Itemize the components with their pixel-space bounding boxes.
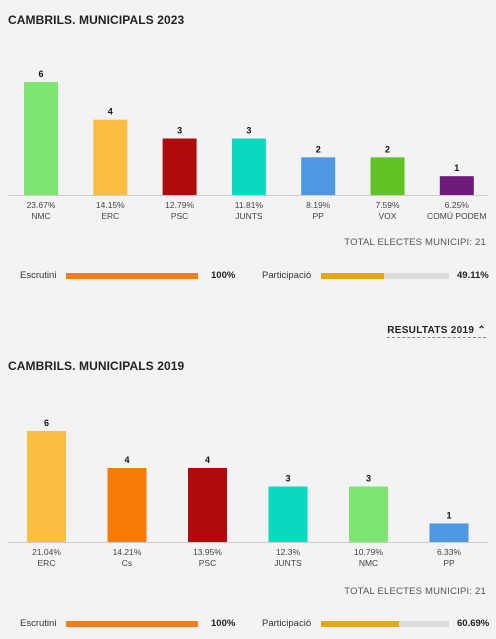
bar-category-label: VOX xyxy=(379,211,397,221)
participacio-progress-fill xyxy=(321,273,384,279)
bar-value-label: 2 xyxy=(385,144,390,154)
bar-vox xyxy=(370,157,405,195)
bar-comú-podem xyxy=(439,176,474,195)
escrutini-progress-bar xyxy=(66,273,198,279)
bar-category-label: JUNTS xyxy=(274,558,302,568)
bar-percentage-label: 21.04% xyxy=(32,547,61,557)
toggle-label: RESULTATS 2019 xyxy=(387,325,475,336)
total-seats-2019: TOTAL ELECTES MUNICIPI: 21 xyxy=(344,586,486,597)
participacio-progress-bar xyxy=(321,273,449,279)
bar-value-label: 6 xyxy=(44,418,49,428)
bar-category-label: NMC xyxy=(31,211,50,221)
participacio-progress-fill xyxy=(321,621,399,627)
bar-value-label: 2 xyxy=(316,144,321,154)
bar-chart-2023: 6 23.67%NMC 4 14.15%ERC 3 12.79%PSC 3 11.81%JUN… xyxy=(8,69,488,221)
bar-category-label: PSC xyxy=(199,558,216,568)
participacio-value: 49.11% xyxy=(457,270,489,281)
bar-category-label: COMÚ PODEM xyxy=(427,211,487,221)
bar-category-label: PSC xyxy=(171,211,188,221)
bar-percentage-label: 10.79% xyxy=(354,547,383,557)
bar-percentage-label: 11.81% xyxy=(235,200,264,210)
bar-percentage-label: 7.59% xyxy=(375,200,400,210)
bar-chart-2019: 6 21.04%ERC 4 14.21%Cs 4 13.95%PSC 3 12.3%JUNTS… xyxy=(8,418,488,568)
stats-row-2019: Escrutini 100% Participació 60.69% xyxy=(0,617,496,631)
bar-percentage-label: 13.95% xyxy=(193,547,222,557)
bar-pp xyxy=(301,157,336,195)
bar-erc xyxy=(27,431,66,542)
bar-percentage-label: 23.67% xyxy=(27,200,56,210)
escrutini-progress-fill xyxy=(66,273,198,279)
bar-category-label: ERC xyxy=(38,558,56,568)
bar-value-label: 6 xyxy=(38,69,43,79)
bar-nmc xyxy=(24,82,58,195)
participacio-value: 60.69% xyxy=(457,618,490,629)
bar-pp xyxy=(429,523,469,542)
bar-percentage-label: 12.3% xyxy=(276,547,301,557)
bar-category-label: ERC xyxy=(101,211,119,221)
bar-value-label: 1 xyxy=(454,163,459,173)
bar-category-label: NMC xyxy=(359,558,378,568)
total-seats-2023: TOTAL ELECTES MUNICIPI: 21 xyxy=(344,237,486,248)
bar-value-label: 3 xyxy=(285,474,290,484)
bar-percentage-label: 6.25% xyxy=(445,200,470,210)
bar-psc xyxy=(188,468,227,542)
bar-value-label: 4 xyxy=(205,455,210,465)
escrutini-progress-bar xyxy=(66,621,198,627)
bar-erc xyxy=(93,119,128,195)
bar-junts xyxy=(268,486,308,542)
participacio-label: Participació xyxy=(262,270,312,281)
bar-percentage-label: 6.33% xyxy=(437,547,462,557)
bar-value-label: 3 xyxy=(246,126,251,136)
resultats-2019-toggle[interactable]: RESULTATS 2019 ⌃ xyxy=(387,325,486,338)
escrutini-progress-fill xyxy=(66,621,198,627)
escrutini-value: 100% xyxy=(211,270,236,281)
bar-percentage-label: 8.19% xyxy=(306,200,331,210)
bar-category-label: Cs xyxy=(122,558,132,568)
bar-value-label: 4 xyxy=(124,455,129,465)
bar-junts xyxy=(231,138,266,195)
bar-value-label: 4 xyxy=(108,107,113,117)
escrutini-value: 100% xyxy=(211,618,236,629)
bar-cs xyxy=(107,468,147,542)
participacio-progress-bar xyxy=(321,621,449,627)
escrutini-label: Escrutini xyxy=(20,270,57,281)
section-title-2019: CAMBRILS. MUNICIPALS 2019 xyxy=(8,359,185,373)
bar-category-label: PP xyxy=(313,211,325,221)
section-title-2023: CAMBRILS. MUNICIPALS 2023 xyxy=(8,13,185,27)
bar-psc xyxy=(162,138,197,195)
bar-value-label: 1 xyxy=(446,511,451,521)
bar-category-label: JUNTS xyxy=(235,211,263,221)
bar-value-label: 3 xyxy=(366,474,371,484)
bar-percentage-label: 14.21% xyxy=(113,547,142,557)
chevron-up-icon: ⌃ xyxy=(477,325,486,336)
bar-percentage-label: 14.15% xyxy=(96,200,125,210)
bar-nmc xyxy=(349,486,388,542)
escrutini-label: Escrutini xyxy=(20,618,57,629)
bar-value-label: 3 xyxy=(177,126,182,136)
stats-row-2023: Escrutini 100% Participació 49.11% xyxy=(0,269,496,283)
participacio-label: Participació xyxy=(262,618,312,629)
bar-category-label: PP xyxy=(443,558,455,568)
bar-percentage-label: 12.79% xyxy=(165,200,194,210)
